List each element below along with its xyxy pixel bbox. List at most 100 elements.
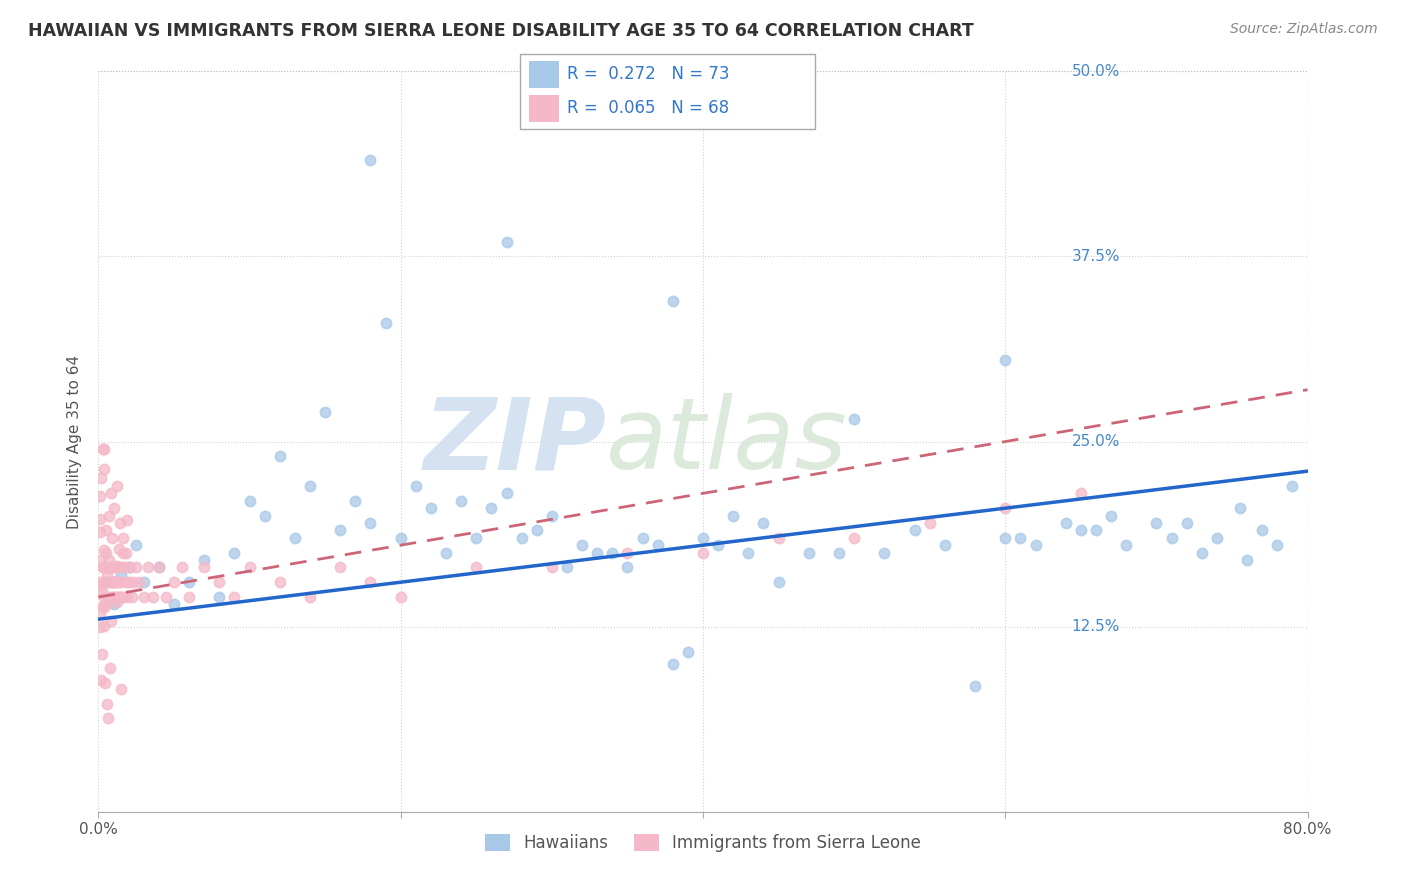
Point <box>602 546 624 560</box>
Point <box>904 524 927 538</box>
Point <box>103 590 125 604</box>
Point <box>91 599 114 614</box>
Point <box>103 575 125 590</box>
Point <box>132 590 155 604</box>
Point <box>374 316 396 330</box>
Point <box>163 575 186 590</box>
Point <box>104 575 127 590</box>
Point <box>108 590 131 604</box>
Point <box>155 590 177 604</box>
Point <box>965 679 987 693</box>
Point <box>101 575 124 590</box>
Y-axis label: Disability Age 35 to 64: Disability Age 35 to 64 <box>67 354 83 529</box>
Point <box>269 450 291 464</box>
Point <box>114 546 136 560</box>
Point <box>91 442 114 456</box>
Text: 12.5%: 12.5% <box>1071 619 1121 634</box>
Point <box>101 590 124 604</box>
Point <box>163 598 186 612</box>
Point <box>89 552 111 566</box>
Point <box>110 681 132 696</box>
Legend: Hawaiians, Immigrants from Sierra Leone: Hawaiians, Immigrants from Sierra Leone <box>478 828 928 859</box>
Point <box>1010 531 1032 545</box>
Point <box>329 524 352 538</box>
Point <box>299 479 322 493</box>
Point <box>90 470 112 484</box>
Point <box>329 560 352 574</box>
Point <box>1206 531 1229 545</box>
Text: R =  0.065   N = 68: R = 0.065 N = 68 <box>568 99 730 117</box>
Point <box>111 590 134 604</box>
Point <box>90 673 112 687</box>
Point <box>93 462 115 476</box>
Point <box>828 546 851 560</box>
Point <box>105 595 128 609</box>
Text: 37.5%: 37.5% <box>1071 249 1121 264</box>
Point <box>114 575 136 590</box>
Point <box>1144 516 1167 530</box>
Point <box>93 442 115 456</box>
Point <box>107 560 129 574</box>
Text: Source: ZipAtlas.com: Source: ZipAtlas.com <box>1230 22 1378 37</box>
Point <box>108 575 131 590</box>
Point <box>918 516 941 530</box>
Point <box>96 698 118 712</box>
Point <box>105 575 128 590</box>
Point <box>100 560 122 574</box>
Point <box>91 560 114 574</box>
Point <box>91 560 114 574</box>
Point <box>100 575 122 590</box>
Point <box>115 590 138 604</box>
Point <box>647 538 669 552</box>
Point <box>93 590 115 604</box>
Point <box>111 531 134 545</box>
Point <box>132 575 155 590</box>
Point <box>752 516 775 530</box>
Point <box>844 412 866 426</box>
Point <box>224 590 246 604</box>
Point <box>98 575 121 590</box>
Point <box>94 524 117 538</box>
Text: HAWAIIAN VS IMMIGRANTS FROM SIERRA LEONE DISABILITY AGE 35 TO 64 CORRELATION CHA: HAWAIIAN VS IMMIGRANTS FROM SIERRA LEONE… <box>28 22 974 40</box>
Point <box>97 711 120 725</box>
Point <box>571 538 593 552</box>
Point <box>284 531 307 545</box>
Point <box>269 575 291 590</box>
Point <box>495 235 517 249</box>
Point <box>481 501 503 516</box>
Point <box>510 531 533 545</box>
Point <box>104 590 127 604</box>
Point <box>93 599 115 614</box>
Point <box>125 538 148 552</box>
Point <box>1175 516 1198 530</box>
Point <box>91 586 114 600</box>
Point <box>616 560 638 574</box>
Point <box>193 560 215 574</box>
Point <box>586 546 609 560</box>
Text: ZIP: ZIP <box>423 393 606 490</box>
Point <box>104 560 127 574</box>
Point <box>692 546 714 560</box>
Point <box>1191 546 1213 560</box>
Point <box>768 575 790 590</box>
Point <box>110 567 132 582</box>
Point <box>98 508 121 523</box>
Point <box>540 560 562 574</box>
Point <box>616 546 638 560</box>
Point <box>111 546 134 560</box>
Point <box>100 590 122 604</box>
Point <box>1099 508 1122 523</box>
Point <box>103 560 125 574</box>
Point <box>737 546 759 560</box>
Point <box>434 546 457 560</box>
Point <box>90 575 112 590</box>
Point <box>110 560 132 574</box>
Point <box>125 560 148 574</box>
Point <box>299 590 322 604</box>
Point <box>344 493 367 508</box>
Point <box>103 501 125 516</box>
Point <box>253 508 276 523</box>
Point <box>89 620 111 634</box>
Point <box>100 615 122 629</box>
Point <box>661 657 683 671</box>
